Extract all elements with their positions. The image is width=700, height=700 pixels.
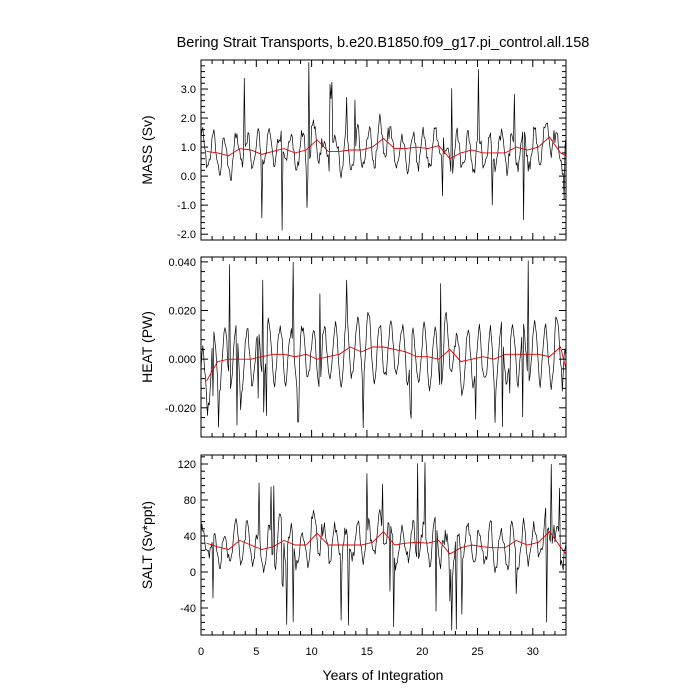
series-annual-mean-line bbox=[206, 530, 566, 555]
panel-1: -0.020 0.000 0.020 0.040 HEAT (PW) bbox=[139, 256, 567, 438]
y-tick-label: 0.000 bbox=[168, 354, 196, 366]
y-tick-label: 40 bbox=[184, 531, 196, 543]
series-monthly-line bbox=[201, 260, 566, 429]
x-tick-label: 5 bbox=[253, 646, 259, 658]
y-tick-label: 0.0 bbox=[181, 171, 196, 183]
panel-frame bbox=[200, 59, 567, 241]
chart-title: Bering Strait Transports, b.e20.B1850.f0… bbox=[177, 35, 590, 51]
x-tick-label: 25 bbox=[471, 646, 483, 658]
y-axis-label: SALT (Sv*ppt) bbox=[139, 501, 155, 589]
y-tick-label: 0.020 bbox=[168, 306, 196, 318]
y-tick-label: 3.0 bbox=[181, 84, 196, 96]
panels-group: -2.0 -1.0 0.0 1.0 2.0 3.0 MASS (Sv) -0.020 0.000… bbox=[139, 59, 567, 658]
y-tick-label: -1.0 bbox=[177, 200, 196, 212]
y-tick-label: 1.0 bbox=[181, 142, 196, 154]
y-tick-label: -2.0 bbox=[177, 229, 196, 241]
series-annual-mean-line bbox=[206, 136, 566, 160]
x-tick-label: 10 bbox=[305, 646, 317, 658]
x-tick-label: 20 bbox=[416, 646, 428, 658]
series-monthly-line bbox=[201, 462, 566, 631]
y-tick-label: 120 bbox=[178, 459, 196, 471]
y-axis-label: MASS (Sv) bbox=[139, 115, 155, 184]
y-tick-label: -0.020 bbox=[165, 403, 196, 415]
panel-frame bbox=[200, 256, 567, 438]
y-tick-label: 80 bbox=[184, 495, 196, 507]
y-tick-label: 2.0 bbox=[181, 113, 196, 125]
y-tick-label: -40 bbox=[180, 603, 196, 615]
x-tick-label: 0 bbox=[198, 646, 204, 658]
x-tick-label: 30 bbox=[527, 646, 539, 658]
series-annual-mean-line bbox=[206, 346, 566, 382]
x-axis-label: Years of Integration bbox=[323, 667, 444, 683]
series-monthly-line bbox=[201, 62, 566, 231]
y-tick-label: 0 bbox=[190, 567, 196, 579]
x-tick-label: 15 bbox=[361, 646, 373, 658]
panel-0: -2.0 -1.0 0.0 1.0 2.0 3.0 MASS (Sv) bbox=[139, 59, 567, 241]
panel-2: -40 0 40 80 120 0 5 10 15 20 25 30 SALT (Sv*ppt) bbox=[139, 454, 567, 658]
panel-frame bbox=[200, 454, 567, 636]
y-tick-label: 0.040 bbox=[168, 257, 196, 269]
y-axis-label: HEAT (PW) bbox=[139, 311, 155, 383]
